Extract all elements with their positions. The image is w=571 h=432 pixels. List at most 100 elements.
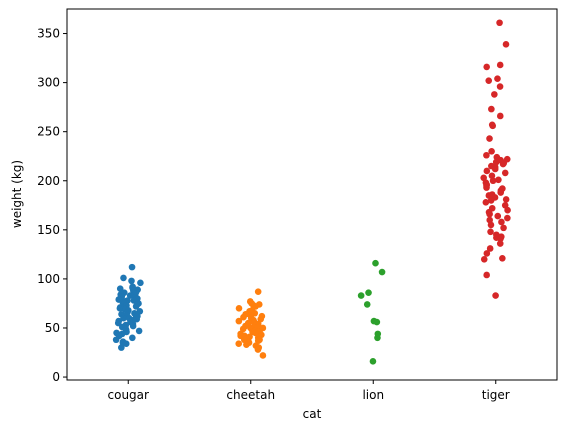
- data-point-cougar: [120, 314, 127, 322]
- data-point-cheetah: [254, 337, 262, 345]
- data-point-cougar: [136, 308, 144, 315]
- data-point-tiger: [489, 177, 497, 185]
- data-point-tiger: [494, 75, 501, 82]
- plot-area: [67, 9, 557, 380]
- data-point-tiger: [499, 160, 507, 168]
- data-point-cougar: [129, 322, 137, 330]
- data-point-cougar: [120, 274, 127, 282]
- data-point-tiger: [494, 212, 502, 220]
- data-point-tiger: [486, 210, 493, 218]
- data-point-cheetah: [254, 346, 262, 353]
- data-point-tiger: [483, 63, 490, 71]
- data-point-cougar: [135, 327, 143, 335]
- y-tick-label: 300: [37, 76, 60, 90]
- data-point-cheetah: [259, 352, 267, 359]
- data-point-cheetah: [257, 315, 265, 323]
- data-point-tiger: [500, 224, 507, 232]
- data-point-tiger: [483, 184, 490, 191]
- data-point-tiger: [488, 172, 496, 180]
- data-point-tiger: [496, 112, 504, 120]
- data-point-tiger: [499, 254, 506, 262]
- data-point-cheetah: [235, 305, 243, 312]
- data-point-tiger: [492, 158, 500, 166]
- data-point-tiger: [501, 202, 509, 209]
- data-points: [112, 19, 511, 365]
- data-point-tiger: [496, 240, 504, 247]
- data-point-cheetah: [235, 340, 243, 347]
- data-point-cougar: [118, 344, 125, 351]
- data-point-tiger: [487, 221, 495, 229]
- data-point-lion: [372, 259, 379, 267]
- data-point-tiger: [483, 167, 491, 175]
- data-point-tiger: [480, 174, 487, 182]
- x-tick-label-tiger: tiger: [482, 388, 510, 402]
- data-point-tiger: [502, 196, 510, 203]
- data-point-tiger: [498, 218, 505, 226]
- data-point-tiger: [486, 245, 494, 252]
- y-axis-ticks: 0 50 100 150 200 250 300 350: [37, 27, 67, 384]
- data-point-tiger: [487, 228, 494, 236]
- data-point-cougar: [128, 263, 136, 271]
- data-point-tiger: [495, 176, 502, 184]
- data-point-tiger: [482, 199, 490, 206]
- y-tick-label: 350: [37, 27, 60, 41]
- data-point-tiger: [504, 214, 511, 222]
- data-point-tiger: [488, 105, 495, 113]
- x-tick-label-cheetah: cheetah: [226, 388, 275, 402]
- data-point-cougar: [122, 340, 130, 347]
- data-point-cheetah: [235, 317, 243, 325]
- y-tick-label: 50: [45, 321, 60, 335]
- data-point-lion: [374, 334, 381, 342]
- data-point-tiger: [496, 19, 503, 27]
- x-tick-label-lion: lion: [362, 388, 384, 402]
- data-point-cougar: [126, 292, 134, 299]
- data-point-lion: [369, 358, 377, 365]
- y-tick-label: 200: [37, 174, 60, 188]
- plot-frame: [66, 8, 558, 381]
- y-axis-label: weight (kg): [10, 160, 24, 228]
- data-point-tiger: [496, 83, 504, 90]
- data-point-tiger: [480, 255, 488, 263]
- data-point-tiger: [486, 135, 493, 142]
- data-point-tiger: [504, 206, 511, 214]
- data-point-cheetah: [243, 341, 250, 348]
- data-point-tiger: [488, 148, 495, 155]
- data-point-tiger: [485, 77, 493, 84]
- data-point-tiger: [492, 292, 499, 299]
- data-point-tiger: [491, 165, 499, 173]
- data-point-cougar: [129, 334, 136, 342]
- x-axis-label: cat: [303, 407, 322, 421]
- data-point-cheetah: [240, 313, 247, 321]
- data-point-tiger: [502, 41, 510, 48]
- data-point-cougar: [137, 279, 144, 287]
- data-point-lion: [365, 289, 372, 296]
- data-point-cougar: [132, 303, 140, 310]
- data-point-lion: [378, 268, 386, 276]
- data-point-tiger: [489, 122, 497, 130]
- data-point-tiger: [485, 192, 493, 199]
- data-point-lion: [363, 301, 371, 308]
- data-point-tiger: [497, 189, 505, 196]
- y-tick-label: 250: [37, 125, 60, 139]
- data-point-tiger: [496, 61, 504, 69]
- data-point-cheetah: [239, 325, 247, 333]
- data-point-tiger: [483, 250, 491, 257]
- data-point-tiger: [501, 169, 509, 177]
- data-point-cheetah: [254, 288, 262, 295]
- y-tick-label: 100: [37, 272, 60, 286]
- data-point-tiger: [491, 91, 498, 98]
- x-axis-ticks: cougar cheetah lion tiger: [108, 380, 510, 402]
- data-point-lion: [357, 292, 365, 299]
- data-point-tiger: [487, 197, 495, 204]
- data-point-tiger: [483, 271, 490, 279]
- data-point-tiger: [497, 235, 504, 242]
- data-point-tiger: [483, 151, 490, 159]
- data-point-lion: [373, 318, 381, 326]
- y-tick-label: 150: [37, 223, 60, 237]
- data-point-cougar: [116, 285, 124, 293]
- y-tick-label: 0: [52, 370, 60, 384]
- data-point-cougar: [128, 277, 135, 285]
- data-point-cheetah: [252, 329, 259, 337]
- data-point-cougar: [112, 336, 120, 344]
